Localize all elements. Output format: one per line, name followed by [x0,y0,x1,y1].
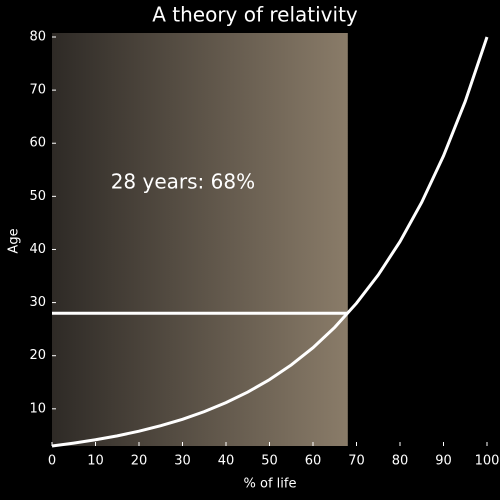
highlight-region [52,33,348,446]
y-axis-label: Age [7,228,22,253]
x-tick-label: 70 [348,454,365,469]
x-tick-label: 90 [435,454,452,469]
y-tick-label: 20 [29,348,46,363]
x-tick-label: 60 [305,454,322,469]
y-tick-label: 70 [29,83,46,98]
x-tick-label: 50 [261,454,278,469]
y-tick-label: 40 [29,242,46,257]
x-tick-label: 30 [174,454,191,469]
x-tick-label: 10 [87,454,104,469]
y-tick-label: 60 [29,136,46,151]
annotation: 28 years: 68% [111,170,255,194]
x-axis-label: % of life [244,477,297,492]
x-tick-label: 40 [218,454,235,469]
y-tick-label: 50 [29,189,46,204]
chart-title: A theory of relativity [152,3,358,27]
x-tick-label: 20 [131,454,148,469]
x-tick-label: 0 [48,454,56,469]
y-tick-label: 10 [29,401,46,416]
x-tick-label: 80 [392,454,409,469]
x-tick-label: 100 [475,454,500,469]
curve [51,36,489,448]
y-tick-label: 30 [29,295,46,310]
y-tick-label: 80 [29,30,46,45]
